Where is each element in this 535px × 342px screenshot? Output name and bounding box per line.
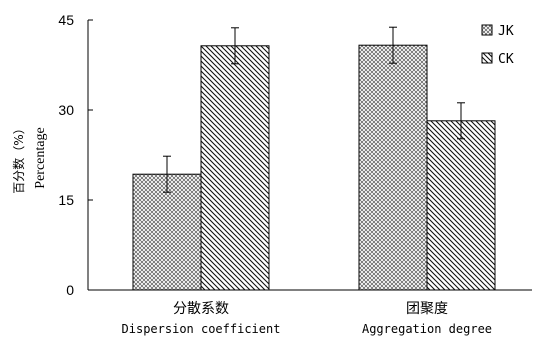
bar-jk-aggregation <box>358 44 428 291</box>
error-bar-ck-dispersion <box>231 27 239 65</box>
category-label-aggregation-en: Aggregation degree <box>362 322 492 336</box>
bars-layer <box>132 44 496 291</box>
y-axis-ticks: 0 15 30 45 <box>58 12 93 298</box>
error-bar-ck-aggregation <box>457 102 465 140</box>
error-bars-layer <box>163 26 465 193</box>
y-axis-title-en: Percentage <box>33 127 48 188</box>
bar-ck-aggregation <box>426 120 496 291</box>
y-axis-title-cn: 百分数（%） <box>11 122 26 193</box>
category-label-dispersion-cn: 分散系数 <box>173 301 229 317</box>
error-bar-jk-aggregation <box>389 26 397 64</box>
category-label-dispersion-en: Dispersion coefficient <box>122 322 281 336</box>
legend-swatch-jk <box>481 24 493 36</box>
y-tick-label: 45 <box>58 12 74 28</box>
legend-label-jk: JK <box>498 24 514 39</box>
y-tick-label: 30 <box>58 102 74 118</box>
legend-swatch-ck <box>481 52 493 64</box>
error-bar-jk-dispersion <box>163 155 171 193</box>
y-tick-label: 0 <box>66 282 74 298</box>
category-label-aggregation-cn: 团聚度 <box>406 301 448 317</box>
bar-ck-dispersion <box>200 45 270 291</box>
y-tick-label: 15 <box>58 192 74 208</box>
legend: JK CK <box>481 24 514 67</box>
legend-label-ck: CK <box>498 52 514 67</box>
